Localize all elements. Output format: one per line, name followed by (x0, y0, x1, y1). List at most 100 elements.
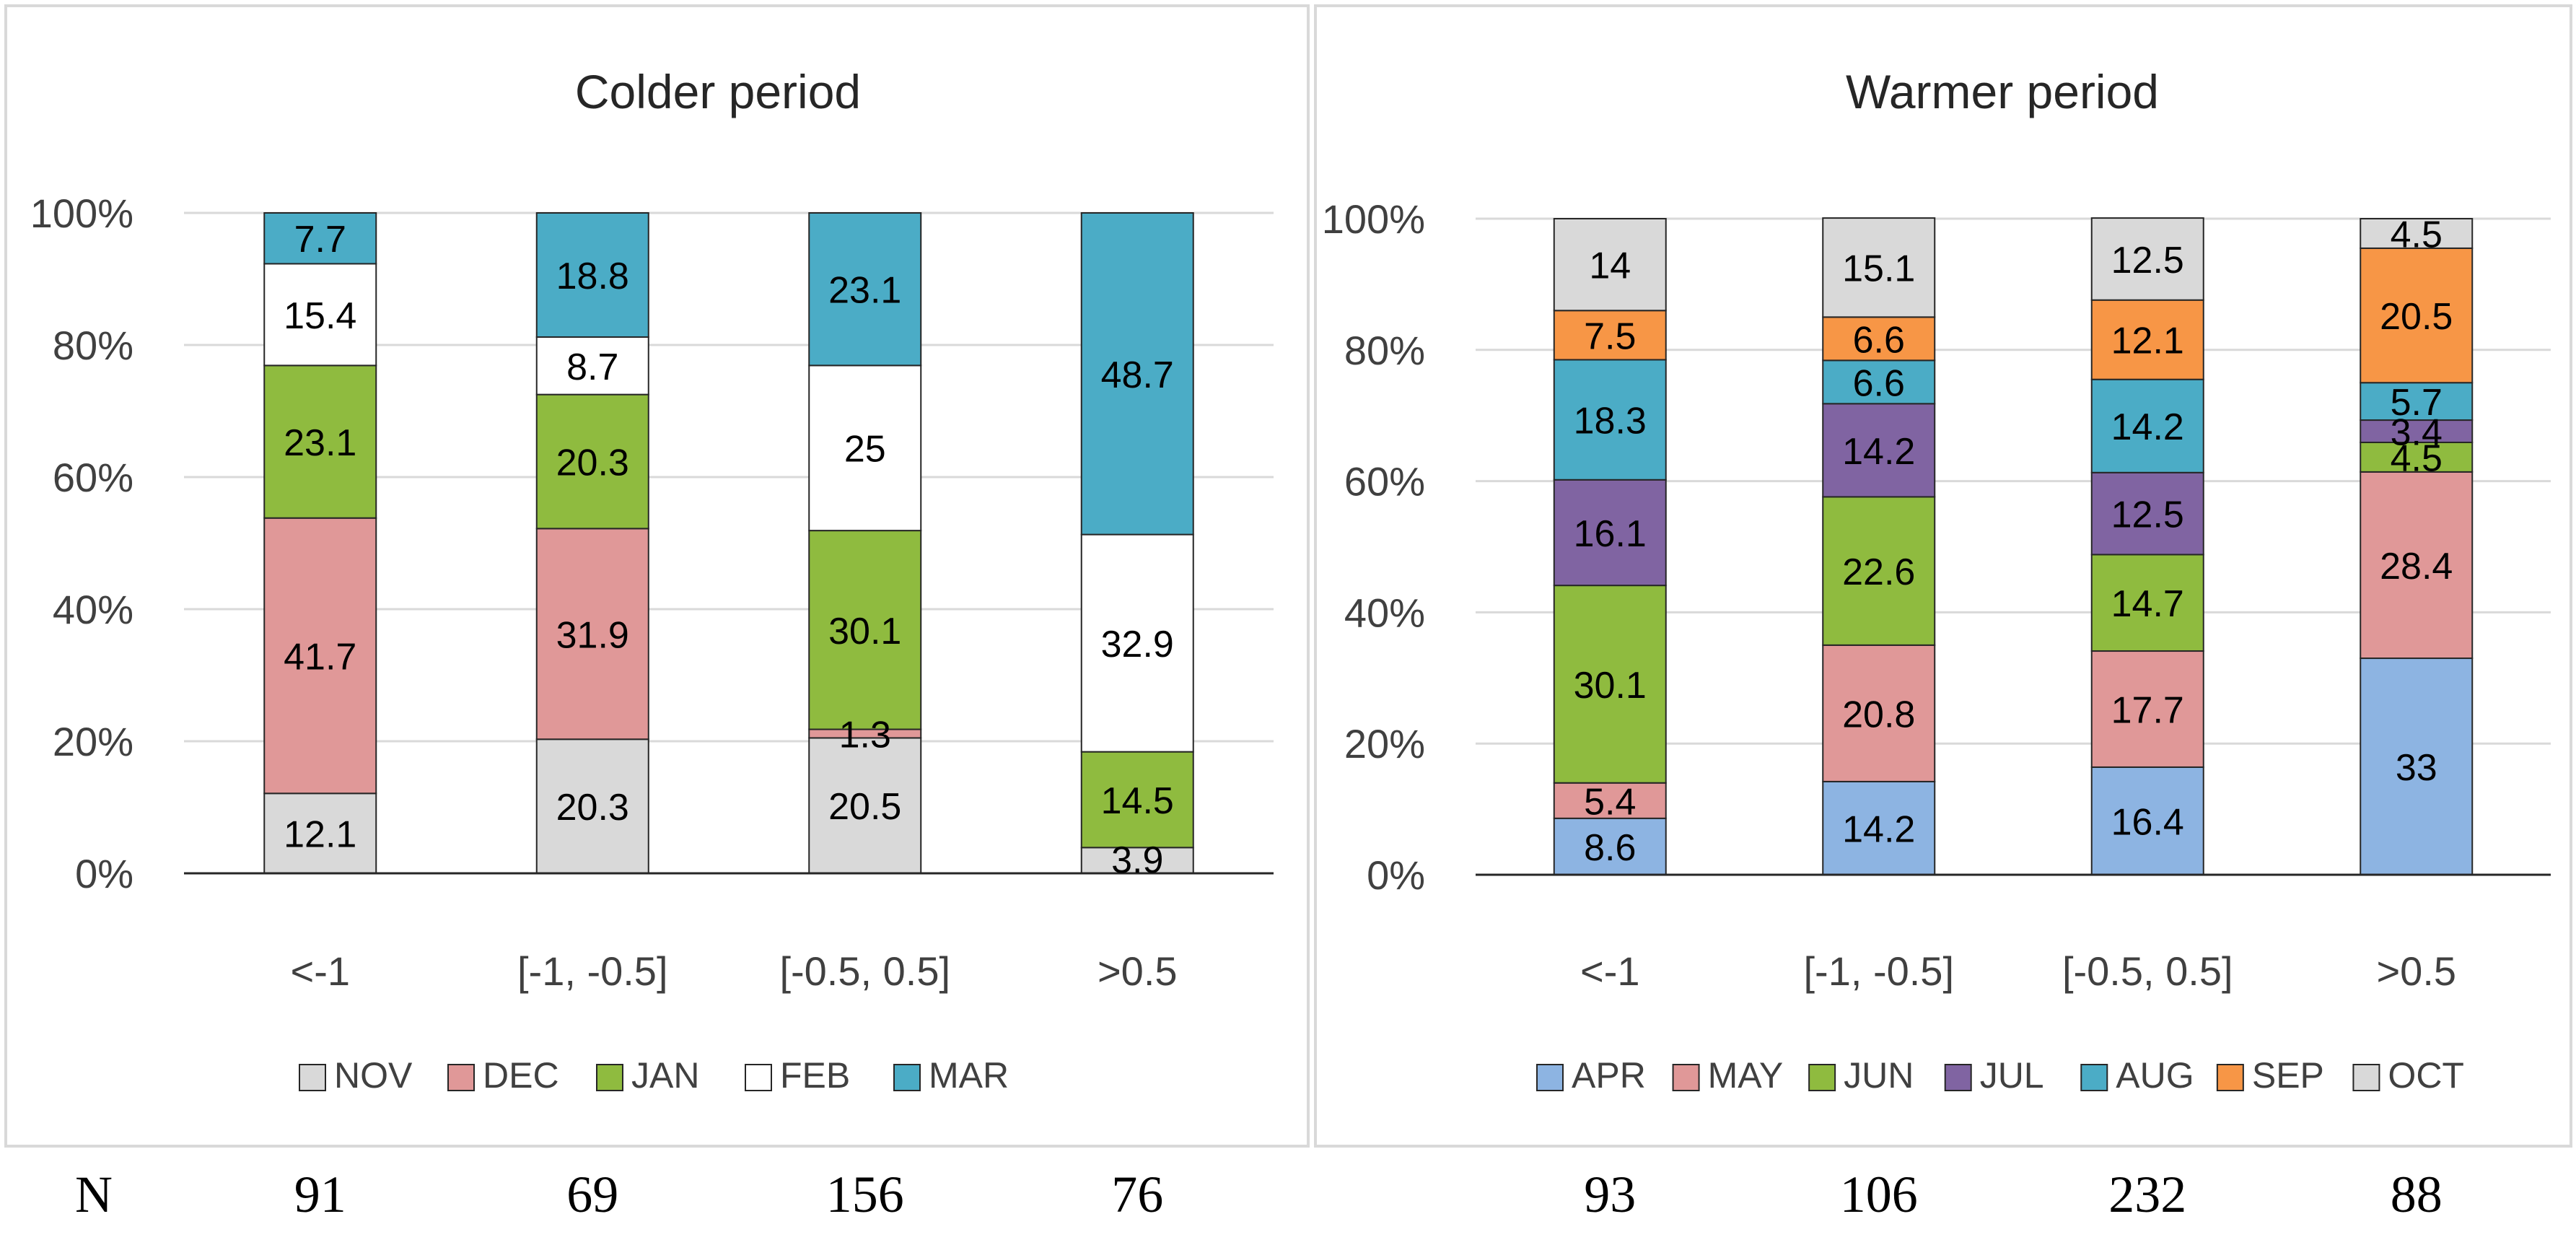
y-tick-label: 0% (75, 851, 133, 896)
data-label: 22.6 (1842, 551, 1915, 593)
y-tick-label: 100% (1322, 196, 1425, 242)
data-label: 15.1 (1842, 248, 1915, 290)
charts-svg: Colder period 0% 20% 40% 60% 80% 100% <-1 [-1, -… (4, 4, 2572, 1148)
bar-segment-apr (1822, 780, 1936, 875)
bar-segment-oct (1822, 217, 1936, 318)
legend-label-may: MAY (1708, 1055, 1784, 1096)
legend-swatch-jul (1944, 1064, 1972, 1091)
x-tick-label: [-1, -0.5] (517, 948, 668, 994)
y-tick-label: 80% (1344, 328, 1425, 373)
n-label: N (75, 1166, 113, 1223)
data-label: 17.7 (2111, 689, 2184, 731)
bar-segment-oct (2360, 218, 2474, 249)
chart-panel-1: Colder period 0% 20% 40% 60% 80% 100% <-1 [-1, -… (4, 4, 1310, 1148)
n-value: 69 (566, 1166, 619, 1223)
legend-swatch-mar (893, 1064, 921, 1091)
data-label: 3.4 (2391, 412, 2443, 454)
data-label: 30.1 (828, 611, 901, 652)
bar-segment-sep (2360, 247, 2474, 384)
bar-segment-aug (1553, 359, 1667, 481)
bar-segment-jan (1080, 751, 1194, 849)
data-label: 5.4 (1584, 781, 1636, 823)
bar-segment-nov (808, 737, 922, 874)
bar-segment-jul (1553, 479, 1667, 587)
n-value: 76 (1111, 1166, 1164, 1223)
legend-label-feb: FEB (780, 1055, 850, 1096)
data-label: 20.5 (2380, 296, 2453, 338)
data-label: 8.7 (566, 346, 618, 388)
data-label: 4.5 (2391, 437, 2443, 479)
bar-segment-mar (535, 212, 649, 338)
legend-label-jul: JUL (1980, 1055, 2044, 1096)
x-tick-label: <-1 (1580, 948, 1640, 994)
legend-swatch-dec (447, 1064, 475, 1091)
legend-label-jan: JAN (631, 1055, 699, 1096)
data-label: 12.1 (284, 814, 356, 856)
legend-label-oct: OCT (2388, 1055, 2464, 1096)
data-label: 7.7 (294, 219, 346, 261)
data-label: 7.5 (1584, 315, 1636, 357)
y-tick-label: 60% (1344, 459, 1425, 504)
data-label: 23.1 (828, 270, 901, 312)
legend-swatch-jan (596, 1064, 623, 1091)
legend-label-jun: JUN (1844, 1055, 1914, 1096)
bar-segment-may (1822, 644, 1936, 782)
legend-swatch-jun (1808, 1064, 1836, 1091)
y-tick-label: 20% (53, 719, 133, 764)
data-label: 41.7 (284, 637, 356, 678)
x-tick-label: [-0.5, 0.5] (2062, 948, 2233, 994)
data-label: 20.3 (556, 787, 629, 829)
data-label: 12.5 (2111, 494, 2184, 536)
bar-segment-nov (1080, 847, 1194, 874)
data-label: 12.1 (2111, 320, 2184, 362)
legend-swatch-may (1672, 1064, 1700, 1091)
data-label: 6.6 (1853, 319, 1905, 361)
legend-label-nov: NOV (334, 1055, 413, 1096)
n-value: 93 (1584, 1166, 1637, 1223)
bar-segment-apr (2360, 658, 2474, 876)
data-label: 20.5 (828, 786, 901, 828)
x-tick-label: >0.5 (2376, 948, 2456, 994)
bar-segment-may (2360, 471, 2474, 660)
x-tick-label: [-1, -0.5] (1803, 948, 1954, 994)
bar-segment-jun (2090, 554, 2204, 652)
data-label: 14.2 (1842, 431, 1915, 473)
bar-segment-aug (2360, 382, 2474, 421)
legend: NOV DEC JAN FEB MAR (299, 1055, 1009, 1096)
y-tick-label: 40% (53, 587, 133, 632)
data-label: 14.5 (1101, 780, 1174, 822)
n-value: 91 (294, 1166, 346, 1223)
data-label: 28.4 (2380, 546, 2453, 587)
data-label: 25 (844, 429, 886, 471)
bar-segment-oct (1553, 218, 1667, 312)
data-label: 15.4 (284, 295, 356, 337)
bar-segment-sep (1822, 316, 1936, 362)
legend-label-aug: AUG (2116, 1055, 2194, 1096)
bar-segment-may (1553, 782, 1667, 819)
data-label: 18.8 (556, 255, 629, 297)
data-label: 14.2 (2111, 406, 2184, 448)
data-label: 8.6 (1584, 827, 1636, 869)
y-tick-label: 60% (53, 455, 133, 500)
legend-swatch-apr (1536, 1064, 1564, 1091)
chart-title: Warmer period (1846, 65, 2159, 118)
bar-segment-jul (2360, 419, 2474, 443)
data-label: 6.6 (1853, 362, 1905, 404)
chart-panel-2: Warmer period 0% 20% 40% 60% 80% 100% <-1 [-1, -… (1314, 4, 2572, 1148)
bar-segment-feb (1080, 533, 1194, 753)
data-label: 5.7 (2391, 382, 2443, 424)
n-value: 106 (1839, 1166, 1918, 1223)
bar-segment-feb (808, 364, 922, 532)
x-tick-label: [-0.5, 0.5] (779, 948, 950, 994)
data-label: 16.4 (2111, 801, 2184, 843)
data-label: 16.1 (1574, 513, 1647, 555)
data-label: 31.9 (556, 614, 629, 656)
legend-label-apr: APR (1572, 1055, 1646, 1096)
legend: APR MAY JUN JUL AUG SEP OCT (1536, 1055, 2464, 1096)
data-label: 33 (2396, 747, 2437, 789)
bar-segment-aug (2090, 378, 2204, 473)
y-tick-label: 40% (1344, 590, 1425, 635)
y-tick-label: 20% (1344, 721, 1425, 766)
bar-segment-mar (808, 212, 922, 367)
bar-segment-jan (808, 530, 922, 730)
